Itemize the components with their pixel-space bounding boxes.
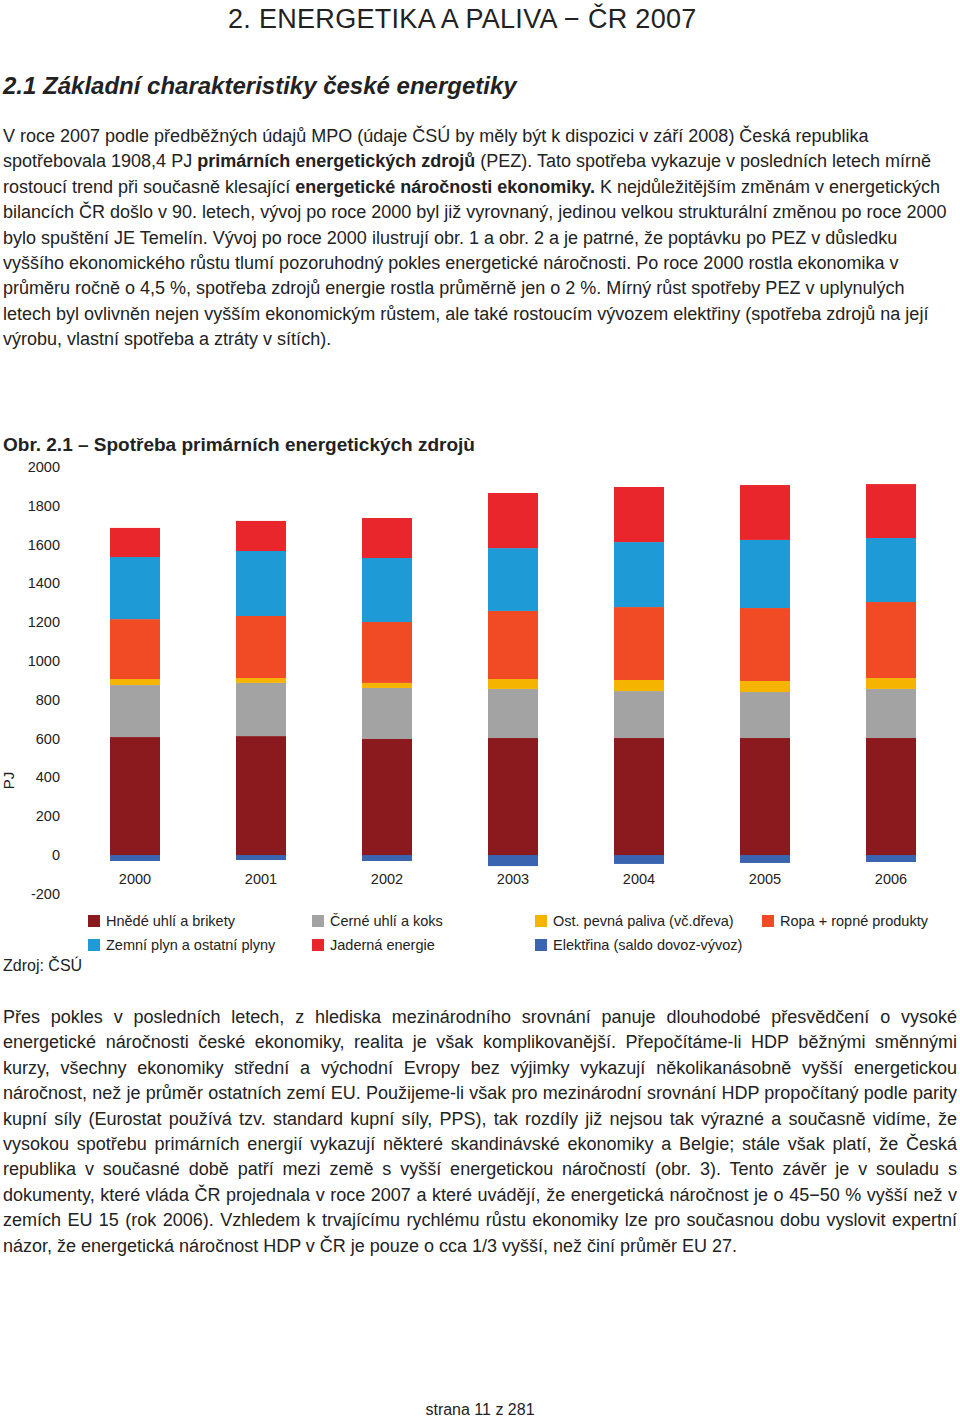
bar-segment (110, 528, 160, 557)
bar-segment (614, 607, 664, 680)
legend-swatch (312, 915, 324, 927)
legend-swatch (88, 915, 100, 927)
x-tick-label: 2002 (371, 871, 403, 887)
bar-segment (236, 736, 286, 855)
legend-swatch (535, 939, 547, 951)
bar-segment (614, 487, 664, 542)
y-tick-label: 1800 (28, 498, 60, 514)
bar-segment (866, 602, 916, 678)
bold-text: energetické náročnosti ekonomiky. (295, 177, 595, 197)
bar-segment (740, 738, 790, 855)
bar-segment (236, 855, 286, 860)
y-tick-label: 800 (36, 692, 60, 708)
y-tick-label: 2000 (28, 459, 60, 475)
bar-segment (110, 619, 160, 679)
legend-label: Černé uhlí a koks (330, 913, 443, 929)
bar-segment (362, 683, 412, 688)
bar-segment (614, 542, 664, 607)
legend-label: Hnědé uhlí a brikety (106, 913, 236, 929)
bar-segment (740, 540, 790, 608)
bar-segment (110, 679, 160, 685)
legend-label: Ropa + ropné produkty (780, 913, 929, 929)
bar-segment (110, 737, 160, 855)
section-title: 2.1 Základní charakteristiky české energ… (3, 72, 517, 100)
legend-swatch (535, 915, 547, 927)
y-tick-label: 0 (52, 847, 60, 863)
bar-segment (236, 551, 286, 616)
y-axis-label: PJ (0, 772, 17, 790)
bar-segment (614, 855, 664, 864)
bar-segment (236, 678, 286, 683)
closing-paragraph: Přes pokles v posledních letech, z hledi… (3, 1005, 957, 1259)
x-tick-label: 2005 (749, 871, 781, 887)
bar-segment (866, 738, 916, 855)
page-title: 2. ENERGETIKA A PALIVA − ČR 2007 (228, 4, 697, 35)
y-tick-label: 1200 (28, 614, 60, 630)
legend-swatch (762, 915, 774, 927)
bar-segment (488, 493, 538, 548)
x-tick-label: 2004 (623, 871, 655, 887)
y-tick-label: 1400 (28, 575, 60, 591)
y-tick-label: 1000 (28, 653, 60, 669)
bar-segment (110, 557, 160, 619)
page-footer: strana 11 z 281 (0, 1401, 960, 1419)
bar-segment (110, 685, 160, 737)
bar-segment (488, 738, 538, 855)
bar-segment (740, 608, 790, 681)
bar-segment (488, 611, 538, 679)
bar-segment (866, 689, 916, 738)
bar-segment (614, 680, 664, 691)
legend-label: Elektřina (saldo dovoz-vývoz) (553, 937, 742, 953)
bar-segment (110, 855, 160, 861)
bar-segment (740, 485, 790, 540)
y-tick-label: 600 (36, 731, 60, 747)
bar-segment (488, 548, 538, 611)
figure-title: Obr. 2.1 – Spotřeba primárních energetic… (3, 434, 475, 456)
legend-label: Zemní plyn a ostatní plyny (106, 937, 276, 953)
bar-segment (362, 739, 412, 855)
y-tick-label: 400 (36, 769, 60, 785)
figure-source: Zdroj: ČSÚ (3, 957, 82, 975)
bold-text: primárních energetických zdrojů (197, 151, 475, 171)
legend-label: Ost. pevná paliva (vč.dřeva) (553, 913, 734, 929)
bar-segment (614, 691, 664, 738)
intro-paragraph: V roce 2007 podle předběžných údajů MPO … (3, 124, 957, 353)
bar-segment (362, 518, 412, 558)
y-tick-label: 1600 (28, 537, 60, 553)
bar-segment (488, 689, 538, 738)
bar-segment (362, 855, 412, 861)
bar-segment (488, 679, 538, 689)
bar-segment (866, 484, 916, 538)
bar-segment (866, 538, 916, 602)
bar-segment (740, 692, 790, 738)
bar-segment (362, 558, 412, 622)
bars (110, 484, 916, 866)
chart: -200 0 200 400 600 800 1000 1200 1400 1600 1800 200… (0, 455, 960, 960)
text: K nejdůležitějším změnám v energetických… (3, 177, 947, 349)
bar-segment (740, 681, 790, 692)
bar-segment (362, 622, 412, 683)
bar-segment (236, 683, 286, 736)
x-tick-label: 2001 (245, 871, 277, 887)
bar-segment (236, 521, 286, 551)
bar-segment (866, 855, 916, 862)
legend-label: Jaderná energie (330, 937, 435, 953)
bar-segment (740, 855, 790, 863)
bar-segment (866, 678, 916, 689)
bar-segment (362, 688, 412, 739)
bar-segment (614, 738, 664, 855)
y-tick-label: 200 (36, 808, 60, 824)
x-tick-label: 2003 (497, 871, 529, 887)
x-tick-label: 2006 (875, 871, 907, 887)
x-tick-label: 2000 (119, 871, 151, 887)
bar-segment (236, 616, 286, 678)
y-tick-label: -200 (31, 886, 60, 902)
legend-swatch (312, 939, 324, 951)
bar-segment (488, 855, 538, 866)
legend-swatch (88, 939, 100, 951)
